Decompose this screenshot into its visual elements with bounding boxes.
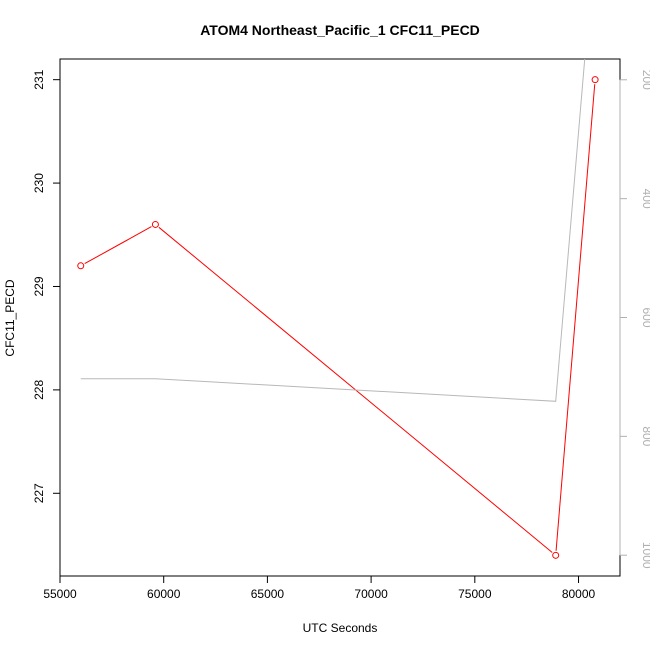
x-axis: 55000 60000 65000 70000 75000 80000 xyxy=(43,575,596,601)
y-tick-label: 227 xyxy=(32,483,46,503)
y2-tick-label: 200 xyxy=(640,70,650,90)
x-axis-label: UTC Seconds xyxy=(303,621,378,635)
y-tick-label: 229 xyxy=(32,276,46,296)
plot-area xyxy=(77,59,599,559)
y2-tick-label: 1000 xyxy=(640,542,650,569)
series-line-segment xyxy=(555,84,596,551)
secondary-y-axis: 200 400 600 800 1000 xyxy=(619,70,650,569)
secondary-series-line xyxy=(80,59,586,402)
y2-tick-label: 600 xyxy=(640,307,650,327)
data-point xyxy=(591,76,599,84)
y-tick-label: 231 xyxy=(32,69,46,89)
data-point xyxy=(151,220,159,228)
y-tick-label: 230 xyxy=(32,173,46,193)
y-tick-label: 228 xyxy=(32,380,46,400)
data-point xyxy=(552,551,560,559)
x-tick-label: 65000 xyxy=(251,587,285,601)
y2-tick-label: 400 xyxy=(640,189,650,209)
y-axis-label: CFC11_PECD xyxy=(3,279,17,356)
chart-title: ATOM4 Northeast_Pacific_1 CFC11_PECD xyxy=(200,22,480,38)
y-axis: 227 228 229 230 231 xyxy=(32,69,61,503)
x-tick-label: 70000 xyxy=(354,587,388,601)
x-tick-label: 75000 xyxy=(458,587,492,601)
plot-frame xyxy=(59,58,621,577)
x-tick-label: 55000 xyxy=(43,587,77,601)
x-tick-label: 60000 xyxy=(147,587,181,601)
y2-tick-label: 800 xyxy=(640,426,650,446)
x-tick-label: 80000 xyxy=(562,587,596,601)
series-line-segment xyxy=(84,226,152,265)
data-point xyxy=(77,262,85,270)
